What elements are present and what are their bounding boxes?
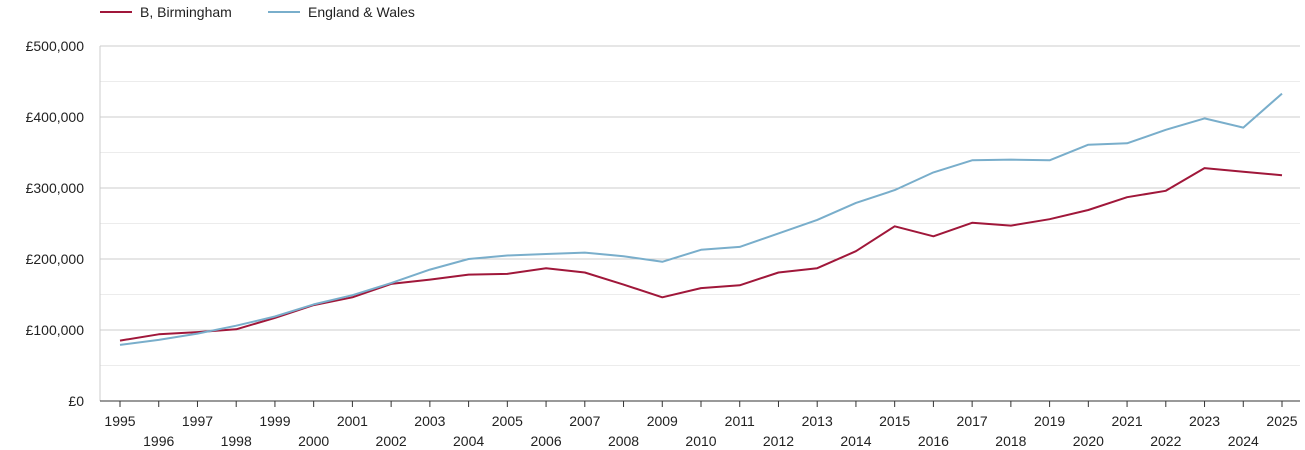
x-tick-label: 2022	[1150, 433, 1181, 449]
x-tick-label: 1998	[221, 433, 252, 449]
x-tick-label: 2016	[918, 433, 949, 449]
x-tick-label: 2017	[957, 413, 988, 429]
legend-label-birmingham: B, Birmingham	[140, 4, 232, 20]
y-tick-label: £500,000	[26, 38, 85, 54]
x-tick-label: 2000	[298, 433, 329, 449]
x-tick-label: 2015	[879, 413, 910, 429]
x-tick-label: 2007	[569, 413, 600, 429]
x-tick-label: 2012	[763, 433, 794, 449]
x-tick-label: 2013	[802, 413, 833, 429]
x-tick-label: 2014	[840, 433, 871, 449]
y-axis: £0 £100,000 £200,000 £300,000 £400,000 £500,0…	[26, 38, 101, 409]
x-tick-label: 2001	[337, 413, 368, 429]
y-tick-label: £100,000	[26, 322, 85, 338]
x-tick-label: 2021	[1111, 413, 1142, 429]
x-tick-label: 2018	[995, 433, 1026, 449]
x-tick-label: 2004	[453, 433, 484, 449]
y-tick-label: £300,000	[26, 180, 85, 196]
x-tick-label: 2002	[376, 433, 407, 449]
x-tick-label: 2003	[414, 413, 445, 429]
x-tick-label: 2011	[725, 413, 755, 429]
series-layer	[119, 92, 1283, 346]
y-tick-label: £0	[68, 393, 84, 409]
gridlines	[100, 45, 1300, 366]
x-tick-label: 2005	[492, 413, 523, 429]
x-tick-label: 1999	[259, 413, 290, 429]
x-tick-label: 2025	[1266, 413, 1297, 429]
x-tick-label: 2024	[1228, 433, 1259, 449]
x-tick-label: 1997	[182, 413, 213, 429]
x-tick-label: 1996	[143, 433, 174, 449]
x-tick-label: 2023	[1189, 413, 1220, 429]
y-tick-label: £400,000	[26, 109, 85, 125]
x-tick-label: 1995	[104, 413, 135, 429]
legend-label-england-wales: England & Wales	[308, 4, 415, 20]
series-line-1	[119, 92, 1283, 346]
x-tick-label: 2009	[647, 413, 678, 429]
x-tick-label: 2020	[1073, 433, 1104, 449]
x-tick-label: 2008	[608, 433, 639, 449]
x-tick-label: 2019	[1034, 413, 1065, 429]
legend: B, Birmingham England & Wales	[100, 4, 415, 20]
y-tick-label: £200,000	[26, 251, 85, 267]
x-axis: 1995 1996 1997 1998 1999 2000 2001 2002 2003 2004…	[100, 400, 1300, 449]
legend-item-birmingham[interactable]: B, Birmingham	[100, 4, 232, 20]
x-tick-label: 2006	[530, 433, 561, 449]
series-line-0	[119, 167, 1283, 342]
x-tick-label: 2010	[685, 433, 716, 449]
legend-item-england-wales[interactable]: England & Wales	[268, 4, 415, 20]
